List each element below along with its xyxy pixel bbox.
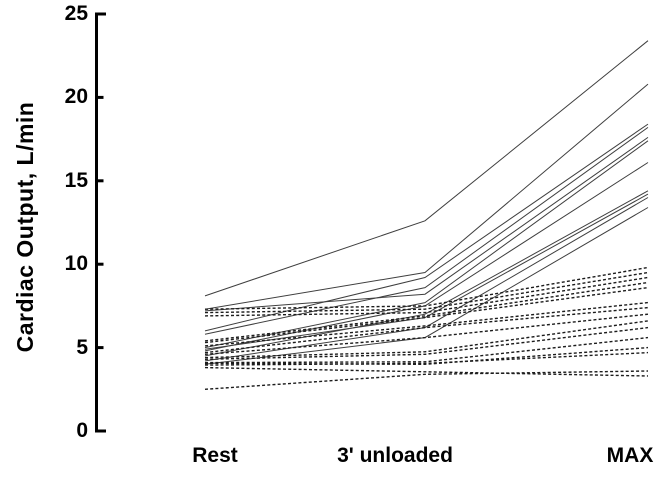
- subject-line-solid: [204, 123, 649, 332]
- subject-line-solid: [204, 40, 649, 297]
- y-tick-label-20: 20: [64, 85, 88, 108]
- subject-line-solid: [204, 162, 649, 352]
- subject-line-dashed: [204, 276, 649, 317]
- subject-line-dashed: [204, 313, 649, 355]
- subject-line-dashed: [204, 286, 649, 344]
- subject-line-dashed: [204, 346, 649, 366]
- subject-line-dashed: [204, 266, 649, 310]
- subject-lines: [204, 40, 649, 390]
- subject-line-dashed: [204, 370, 649, 390]
- subject-line-solid: [204, 190, 649, 357]
- x-label-3-unloaded: 3' unloaded: [337, 444, 453, 467]
- subject-line-dashed: [204, 306, 649, 354]
- y-tick-label-25: 25: [64, 2, 88, 25]
- y-tick-label-15: 15: [64, 169, 88, 192]
- subject-line-dashed: [204, 336, 649, 364]
- y-tick-label-10: 10: [64, 252, 88, 275]
- subject-line-dashed: [204, 281, 649, 342]
- subject-line-solid: [204, 83, 649, 310]
- y-axis: [95, 12, 106, 433]
- subject-line-solid: [204, 136, 649, 312]
- x-label-max: MAX: [606, 444, 654, 467]
- subject-line-solid: [204, 126, 649, 335]
- subject-line-dashed: [204, 271, 649, 314]
- subject-line-dashed: [204, 320, 649, 359]
- subject-line-dashed: [204, 326, 649, 360]
- y-tick-label-0: 0: [76, 419, 88, 442]
- subject-line-dashed: [204, 366, 649, 377]
- subject-line-dashed: [204, 351, 649, 366]
- subject-line-dashed: [204, 301, 649, 347]
- subject-line-solid: [204, 197, 649, 362]
- y-tick-label-5: 5: [76, 336, 88, 359]
- x-label-rest: Rest: [192, 444, 238, 467]
